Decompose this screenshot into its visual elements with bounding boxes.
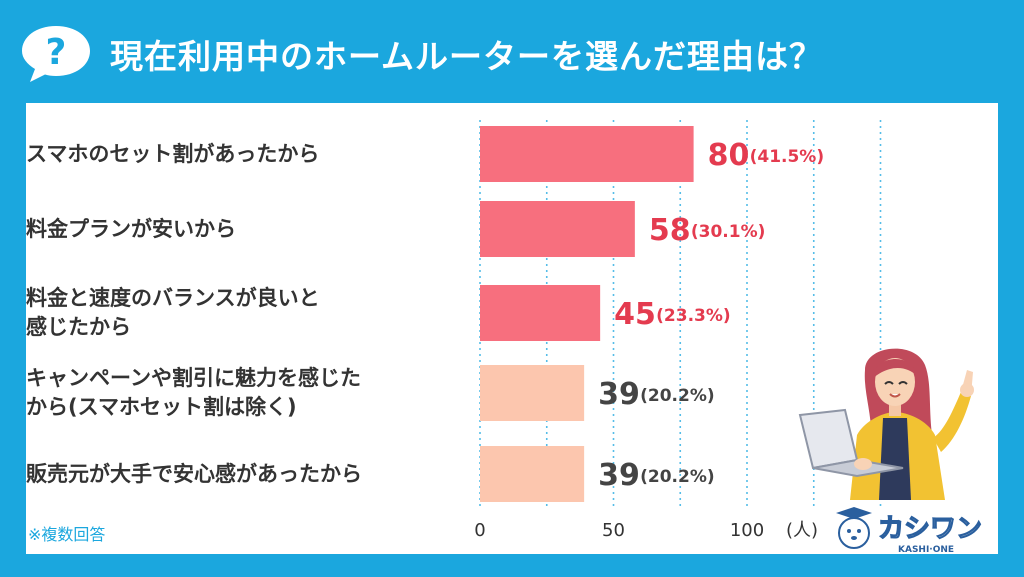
category-label-line: 料金プランが安いから (26, 216, 236, 241)
logo-subtitle: KASHI·ONE (898, 545, 954, 555)
x-unit-label: (人) (786, 520, 818, 541)
bar (480, 201, 635, 257)
logo-name: カシワン (878, 514, 982, 544)
footnote: ※複数回答 (28, 525, 106, 544)
category-label: 料金プランが安いから (26, 215, 236, 244)
woman-with-laptop-illustration (798, 348, 974, 500)
bar (480, 365, 585, 421)
bar (480, 285, 601, 341)
bar-percent-label: (41.5%) (750, 147, 825, 167)
category-label-line: 販売元が大手で安心感があったから (26, 461, 362, 486)
category-label-line: から(スマホセット割は除く) (26, 395, 297, 419)
category-label: スマホのセット割があったから (26, 140, 319, 169)
x-tick-label: 0 (474, 520, 485, 541)
bar-value-label: 39 (598, 458, 640, 493)
bar-value-label: 80 (708, 138, 750, 173)
bar-value-label: 58 (649, 213, 691, 248)
question-bubble-icon: ? (22, 26, 90, 82)
category-label: キャンペーンや割引に魅力を感じた から(スマホセット割は除く) (26, 364, 361, 422)
header: ? 現在利用中のホームルーターを選んだ理由は？ (0, 0, 1024, 98)
bar (480, 126, 694, 182)
category-label-line: 感じたから (26, 315, 131, 339)
x-tick-label: 50 (602, 520, 625, 541)
page-title: 現在利用中のホームルーターを選んだ理由は？ (110, 37, 824, 76)
bar-percent-label: (20.2%) (640, 386, 715, 406)
svg-text:?: ? (46, 32, 67, 73)
bar-percent-label: (23.3%) (656, 306, 731, 326)
bar-value-label: 45 (614, 297, 656, 332)
category-label-line: スマホのセット割があったから (26, 141, 320, 166)
category-label: 料金と速度のバランスが良いと 感じたから (26, 284, 320, 342)
category-label: 販売元が大手で安心感があったから (26, 460, 362, 489)
category-label-line: キャンペーンや割引に魅力を感じた (26, 366, 361, 390)
bar-percent-label: (30.1%) (691, 222, 766, 242)
bar-value-label: 39 (598, 377, 640, 412)
kashiwan-logo: カシワン KASHI·ONE (836, 507, 983, 555)
bar-percent-label: (20.2%) (640, 467, 715, 487)
dog-mascot-icon (836, 507, 872, 549)
x-tick-label: 100 (730, 520, 764, 541)
bar (480, 446, 585, 502)
category-label-line: 料金と速度のバランスが良いと (26, 286, 320, 310)
